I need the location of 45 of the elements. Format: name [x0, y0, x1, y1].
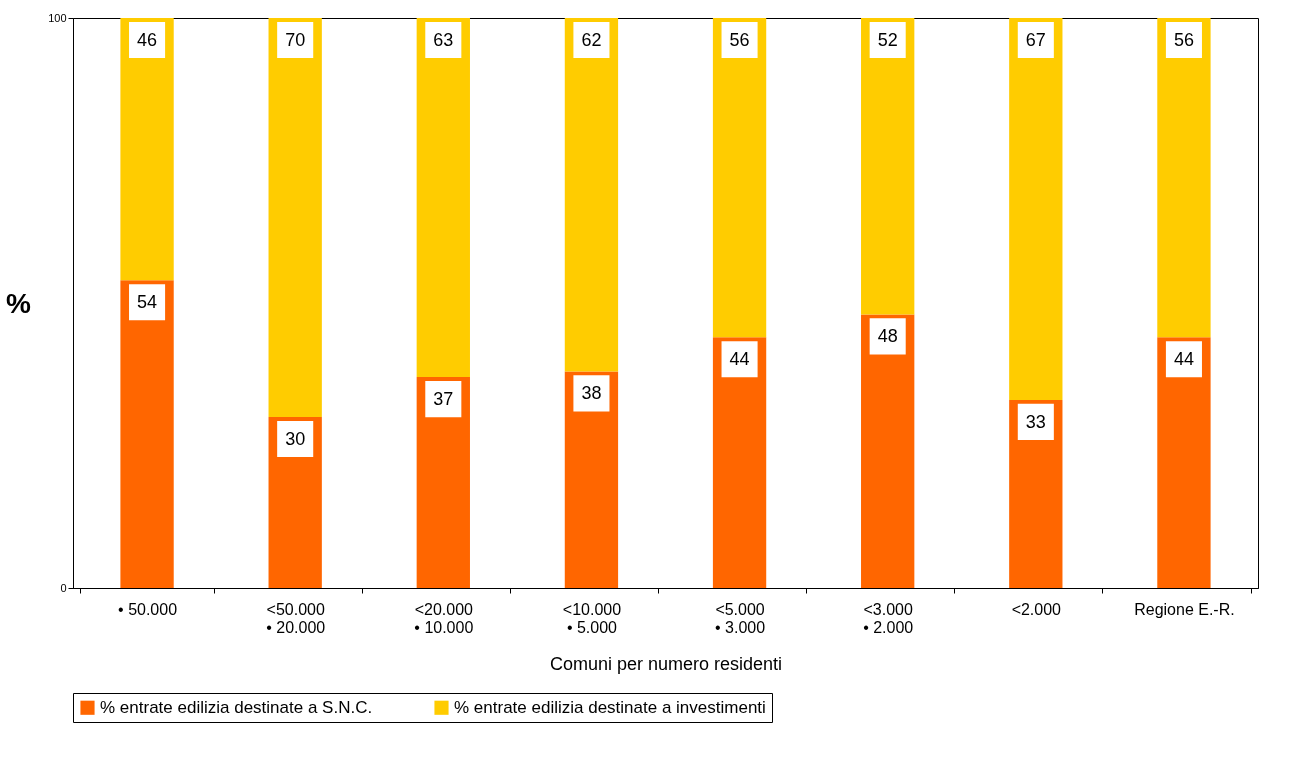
bar	[1009, 18, 1063, 400]
data-label: 63	[433, 30, 454, 50]
bar	[120, 280, 174, 588]
bar	[861, 18, 915, 315]
x-tick-label: <20.000 • 10.000	[414, 600, 474, 636]
data-label: 56	[729, 30, 750, 50]
legend-label: % entrate edilizia destinate a S.N.C.	[100, 697, 373, 717]
data-label: 44	[1173, 349, 1194, 370]
x-tick-label: <2.000	[1011, 600, 1062, 618]
data-label: 62	[581, 30, 602, 50]
data-label: 30	[285, 429, 306, 449]
y-axis-title: %	[6, 287, 32, 319]
data-label: 38	[581, 383, 602, 404]
y-tick-label: 0	[60, 581, 67, 594]
x-tick-label: Regione E.-R.	[1134, 600, 1235, 618]
bar	[268, 18, 322, 417]
data-label: 46	[137, 30, 158, 50]
x-tick-label: <5.000 • 3.000	[715, 600, 766, 636]
bar	[1157, 337, 1211, 588]
x-axis-title: Comuni per numero residenti	[549, 653, 783, 674]
data-label: 52	[877, 30, 898, 50]
bar	[416, 377, 470, 588]
bar	[861, 314, 915, 588]
x-tick-label: <50.000 • 20.000	[266, 600, 326, 636]
bar	[416, 18, 470, 378]
bar	[712, 18, 767, 338]
x-tick-label: • 50.000	[118, 600, 178, 618]
data-label: 44	[729, 349, 750, 370]
bar	[712, 337, 767, 588]
legend-label: % entrate edilizia destinate a investimenti	[454, 697, 766, 717]
bar	[120, 18, 174, 281]
data-label: 67	[1025, 30, 1046, 50]
bar	[564, 18, 619, 372]
x-tick-label: <3.000 • 2.000	[863, 600, 914, 636]
bar	[564, 371, 619, 588]
data-label: 56	[1173, 30, 1194, 50]
data-label: 48	[877, 326, 898, 347]
data-label: 37	[433, 389, 454, 410]
data-label: 33	[1025, 411, 1046, 432]
x-tick-label: <10.000 • 5.000	[562, 600, 622, 636]
bar	[1009, 399, 1063, 588]
bar	[1157, 18, 1211, 338]
y-tick-label: 100	[48, 11, 67, 24]
data-label: 70	[285, 30, 306, 50]
data-label: 54	[137, 292, 158, 313]
